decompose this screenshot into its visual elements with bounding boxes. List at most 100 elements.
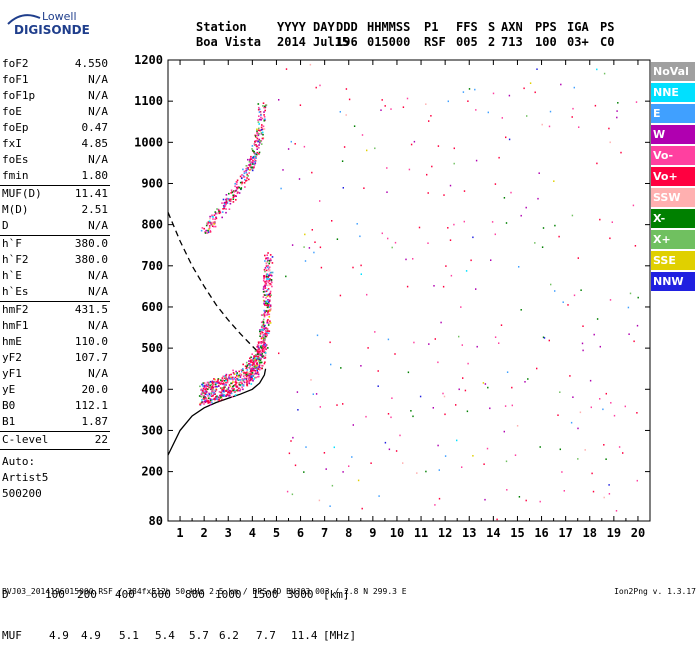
echo-point xyxy=(257,121,260,123)
noise-point xyxy=(591,472,593,475)
noise-point xyxy=(475,288,477,290)
echo-point xyxy=(223,386,225,389)
noise-point xyxy=(425,470,427,473)
noise-point xyxy=(554,224,556,227)
noise-point xyxy=(567,304,569,306)
echo-point xyxy=(252,357,255,360)
echo-point xyxy=(232,198,235,200)
echo-point xyxy=(250,383,253,385)
echo-point xyxy=(263,105,266,108)
echo-point xyxy=(253,163,256,165)
param-value: N/A xyxy=(88,219,108,232)
echo-point xyxy=(204,388,207,391)
noise-point xyxy=(405,258,407,261)
noise-point xyxy=(319,406,321,408)
echo-point xyxy=(262,356,265,359)
echo-point xyxy=(266,328,269,330)
echo-point xyxy=(251,360,253,362)
echo-point xyxy=(240,188,242,190)
echo-point xyxy=(213,378,215,380)
echo-point xyxy=(230,376,232,378)
echo-point xyxy=(205,398,208,401)
echo-point xyxy=(241,370,243,373)
noise-point xyxy=(444,413,446,416)
noise-point xyxy=(287,148,290,150)
echo-point xyxy=(238,370,240,373)
echo-point xyxy=(221,216,223,219)
echo-point xyxy=(224,383,227,386)
echo-point xyxy=(250,155,252,158)
echo-point xyxy=(234,381,237,383)
param-name: MUF(D) xyxy=(2,187,42,200)
noise-point xyxy=(526,115,528,117)
param-value: 380.0 xyxy=(74,253,108,266)
noise-point xyxy=(511,404,513,407)
echo-point xyxy=(247,158,249,161)
echo-point xyxy=(260,119,262,121)
echo-point xyxy=(265,290,268,292)
echo-point xyxy=(208,381,211,384)
echo-point xyxy=(249,379,252,382)
noise-point xyxy=(413,140,416,143)
echo-point xyxy=(254,366,256,368)
echo-point xyxy=(257,134,260,137)
echo-point xyxy=(268,283,271,285)
echo-point xyxy=(261,137,264,140)
echo-point xyxy=(264,118,266,121)
echo-point xyxy=(263,119,266,122)
echo-point xyxy=(265,333,268,335)
echo-point xyxy=(268,313,271,316)
echo-point xyxy=(220,381,222,383)
echo-point xyxy=(238,382,240,384)
noise-point xyxy=(484,498,486,501)
noise-point xyxy=(329,341,331,344)
echo-point xyxy=(248,178,250,181)
echo-point xyxy=(262,329,265,331)
noise-point xyxy=(444,455,447,457)
header-value: C0 xyxy=(600,35,615,49)
header-label: DAY xyxy=(313,20,335,34)
noise-point xyxy=(608,484,610,486)
echo-point xyxy=(263,277,265,279)
noise-point xyxy=(412,415,414,418)
echo-point xyxy=(205,391,208,393)
echo-point xyxy=(258,115,260,117)
echo-point xyxy=(264,327,267,329)
echo-point xyxy=(262,286,265,288)
echo-point xyxy=(243,182,246,184)
header-label: AXN xyxy=(501,20,523,34)
noise-point xyxy=(330,363,332,366)
noise-point xyxy=(582,349,584,352)
y-tick-label: 400 xyxy=(141,382,163,396)
noise-point xyxy=(304,260,307,262)
noise-point xyxy=(620,151,622,154)
echo-point xyxy=(262,322,265,324)
echo-point xyxy=(260,114,262,116)
echo-point xyxy=(262,345,264,348)
echo-point xyxy=(271,256,274,258)
echo-point xyxy=(256,130,258,132)
echo-point xyxy=(216,385,218,388)
y-tick-label: 500 xyxy=(141,341,163,355)
muf-value: 4.9 xyxy=(81,629,101,642)
echo-point xyxy=(240,187,243,189)
y-tick-label: 1100 xyxy=(134,94,163,108)
header-label: PPS xyxy=(535,20,557,34)
echo-point xyxy=(237,375,240,378)
echo-point xyxy=(200,389,202,391)
echo-point xyxy=(224,389,226,392)
echo-point xyxy=(226,393,228,396)
distance-value: 100 xyxy=(45,588,65,601)
echo-point xyxy=(233,388,235,390)
noise-point xyxy=(590,406,592,409)
noise-point xyxy=(462,91,465,93)
noise-point xyxy=(314,241,316,243)
echo-point xyxy=(207,222,209,225)
echo-point xyxy=(235,380,237,382)
noise-point xyxy=(418,226,421,229)
echo-point xyxy=(254,359,256,362)
echo-point xyxy=(206,222,208,225)
noise-point xyxy=(563,490,565,492)
echo-point xyxy=(252,369,254,372)
echo-point xyxy=(256,132,258,135)
